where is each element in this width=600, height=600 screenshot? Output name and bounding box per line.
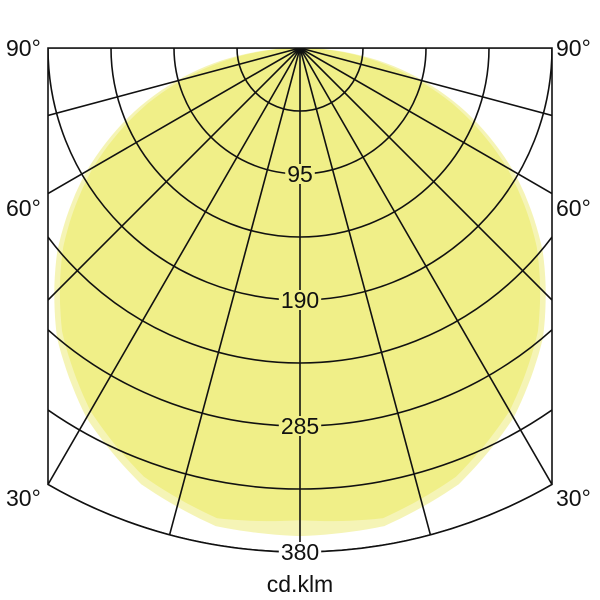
- radial-tick-label-background: [278, 416, 322, 436]
- radial-tick-label: 95: [287, 161, 313, 187]
- angle-label-left-30: 30°: [6, 485, 41, 511]
- radial-tick-label: 380: [281, 539, 319, 565]
- angle-gridline: [48, 48, 301, 485]
- radial-tick-label: 190: [281, 287, 319, 313]
- unit-label: cd.klm: [267, 571, 333, 597]
- angle-gridline: [48, 48, 301, 117]
- radial-tick-label-background: [278, 290, 322, 310]
- angle-label-left-90: 90°: [6, 35, 41, 61]
- angle-label-right-60: 60°: [556, 195, 591, 221]
- angle-label-right-30: 30°: [556, 485, 591, 511]
- angle-label-right-90: 90°: [556, 35, 591, 61]
- angle-gridline: [48, 48, 301, 301]
- angle-gridline: [299, 48, 552, 301]
- angle-gridline: [48, 48, 301, 195]
- angle-gridline: [299, 48, 552, 117]
- angle-gridline: [299, 48, 552, 195]
- radial-tick-label: 285: [281, 413, 319, 439]
- angle-gridline: [299, 48, 432, 536]
- angle-gridline: [168, 48, 301, 536]
- angle-labels: 90° 60° 30° 90° 60° 30°: [6, 35, 591, 511]
- angle-label-left-60: 60°: [6, 195, 41, 221]
- radial-tick-label-background: [278, 542, 322, 562]
- radial-tick-labels: 95 190 285 380: [278, 161, 322, 565]
- radial-tick-label-background: [285, 164, 315, 184]
- angle-gridline: [299, 48, 552, 485]
